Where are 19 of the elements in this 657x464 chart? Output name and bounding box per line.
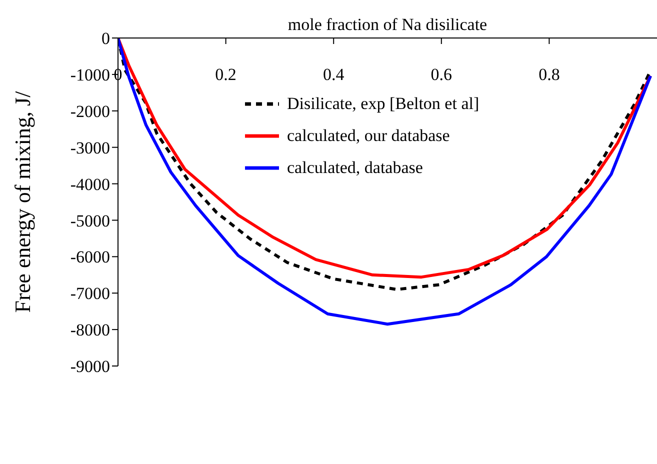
y-tick-label: -9000 <box>70 357 110 376</box>
x-tick-label: 0.6 <box>430 65 452 84</box>
x-tick-label: 0.2 <box>215 65 236 84</box>
y-tick-label: 0 <box>102 29 110 48</box>
y-tick-label: -2000 <box>70 102 110 121</box>
y-tick-label: -1000 <box>70 65 110 84</box>
y-tick-label: -7000 <box>70 284 110 304</box>
y-tick-label: -4000 <box>70 174 110 194</box>
legend-label: Disilicate, exp [Belton et al] <box>287 94 480 114</box>
y-tick-label: -8000 <box>70 320 110 340</box>
y-tick-label: -6000 <box>70 248 110 267</box>
legend-label: calculated, database <box>287 158 423 178</box>
y-tick-label: -5000 <box>70 211 110 230</box>
x-axis-title: mole fraction of Na disilicate <box>288 15 488 34</box>
y-tick-label: -3000 <box>70 138 110 158</box>
y-axis-title: Free energy of mixing, J/ <box>10 90 35 313</box>
x-tick-label: 0.8 <box>538 65 560 84</box>
x-tick-label: 0.4 <box>322 65 345 84</box>
legend-label: calculated, our database <box>287 126 450 146</box>
